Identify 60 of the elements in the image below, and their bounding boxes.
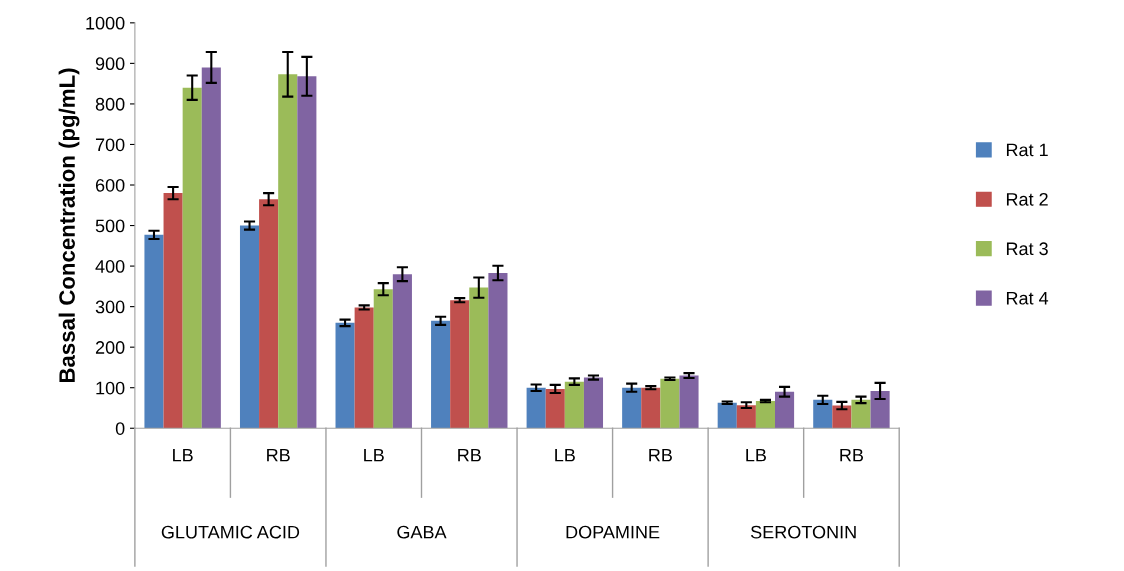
text: DOPAMINE (566, 525, 660, 539)
y-tick-label: 800 (95, 97, 125, 111)
x-tick-label: RB (458, 448, 481, 462)
y-tick-label: 900 (95, 57, 125, 71)
legend-label: Rat 3 (1006, 242, 1048, 256)
y-tick-label: 0 (115, 422, 125, 435)
bar (469, 287, 489, 429)
y-tick-label: 200 (95, 341, 125, 354)
bar (239, 225, 260, 429)
bar (870, 390, 890, 429)
bar (717, 402, 737, 429)
bar (564, 381, 584, 429)
bar (354, 307, 374, 429)
bar (431, 320, 451, 429)
bar (775, 391, 795, 429)
legend-label: Rat 2 (1006, 192, 1048, 206)
bar (450, 300, 470, 429)
legend-label: Rat 4 (1006, 291, 1049, 305)
bar (583, 377, 604, 429)
x-tick-label: LB (746, 448, 766, 462)
bar (297, 76, 317, 429)
bar (259, 199, 279, 429)
bar (526, 387, 546, 429)
bar (335, 322, 355, 429)
y-tick-label: 100 (96, 381, 125, 395)
legend-label: Rat 1 (1006, 143, 1048, 157)
y-tick-label: 700 (95, 138, 125, 152)
x-tick-label: LB (173, 448, 193, 462)
x-tick-label: LB (364, 448, 384, 462)
bar (163, 193, 183, 429)
bar (851, 399, 871, 429)
text: GLUTAMIC ACID (161, 525, 300, 539)
y-tick-label: 600 (95, 178, 125, 192)
text: SEROTONIN (750, 525, 856, 539)
text: GABA (397, 525, 447, 539)
bar (832, 405, 852, 429)
bar (736, 405, 756, 429)
bar (813, 399, 833, 429)
x-tick-label: RB (840, 448, 864, 462)
bar (278, 74, 298, 429)
y-axis-title: Bassal Concentration (pg/mL) (58, 68, 80, 383)
bar (201, 67, 221, 429)
bar (488, 272, 508, 429)
x-tick-label: LB (555, 448, 575, 462)
bar (545, 388, 565, 429)
x-tick-label: RB (267, 448, 290, 462)
bar (373, 289, 393, 429)
x-tick-label: RB (649, 448, 672, 462)
bar (641, 387, 661, 429)
y-tick-label: 400 (95, 260, 125, 273)
y-tick-label: 1000 (86, 16, 125, 30)
bar (679, 375, 699, 429)
y-tick-label: 300 (95, 300, 125, 314)
bar (622, 387, 642, 429)
bar (144, 234, 164, 429)
y-tick-label: 500 (95, 219, 125, 233)
bar (392, 274, 412, 429)
bar (182, 87, 202, 429)
bar (660, 378, 680, 429)
bar (755, 401, 775, 429)
